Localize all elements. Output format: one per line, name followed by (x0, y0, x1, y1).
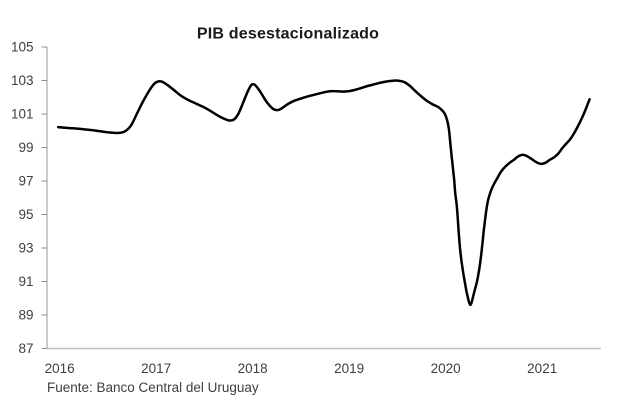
svg-text:2016: 2016 (45, 361, 75, 376)
svg-text:101: 101 (11, 107, 34, 122)
svg-text:2018: 2018 (238, 361, 268, 376)
svg-text:103: 103 (11, 73, 34, 88)
svg-text:2017: 2017 (141, 361, 171, 376)
svg-text:2020: 2020 (431, 361, 461, 376)
svg-text:PIB desestacionalizado: PIB desestacionalizado (197, 26, 379, 43)
svg-text:2021: 2021 (527, 361, 557, 376)
svg-text:93: 93 (18, 241, 33, 256)
svg-text:99: 99 (18, 140, 33, 155)
svg-text:87: 87 (18, 341, 33, 356)
svg-text:95: 95 (18, 207, 33, 222)
svg-text:91: 91 (18, 274, 33, 289)
svg-text:Fuente: Banco Central del Urug: Fuente: Banco Central del Uruguay (47, 380, 259, 395)
svg-text:89: 89 (18, 308, 33, 323)
svg-text:2019: 2019 (334, 361, 364, 376)
svg-text:105: 105 (11, 40, 34, 55)
svg-text:97: 97 (18, 174, 33, 189)
